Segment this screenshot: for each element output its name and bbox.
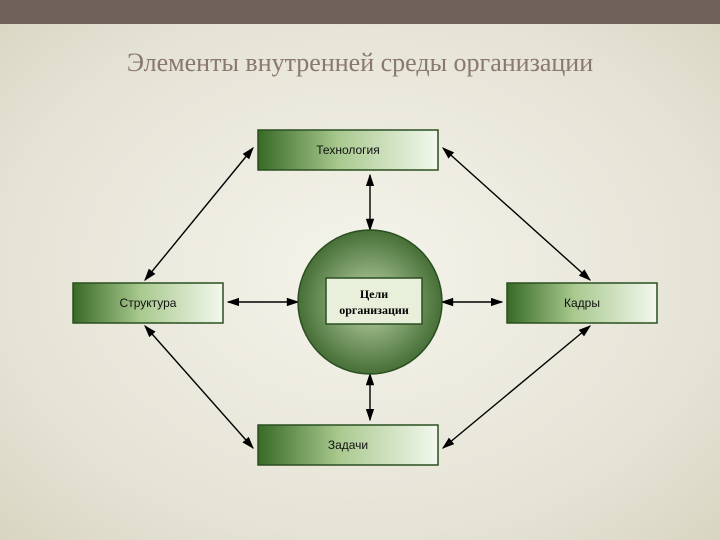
box-top-label: Технология [316, 143, 380, 157]
edge-right-top [443, 148, 590, 280]
center-label-line1: Цели [360, 287, 388, 301]
center-label-box [326, 278, 422, 324]
box-left-label: Структура [120, 296, 177, 310]
diagram-svg: Цели организации Технология Структура Ка… [0, 0, 720, 540]
box-bottom-label: Задачи [328, 438, 368, 452]
edge-left-top [145, 148, 253, 280]
box-right-label: Кадры [564, 296, 600, 310]
slide: Элементы внутренней среды организации Це… [0, 0, 720, 540]
center-label-line2: организации [339, 303, 409, 317]
edge-right-bottom [443, 326, 590, 448]
edge-left-bottom [145, 326, 253, 448]
